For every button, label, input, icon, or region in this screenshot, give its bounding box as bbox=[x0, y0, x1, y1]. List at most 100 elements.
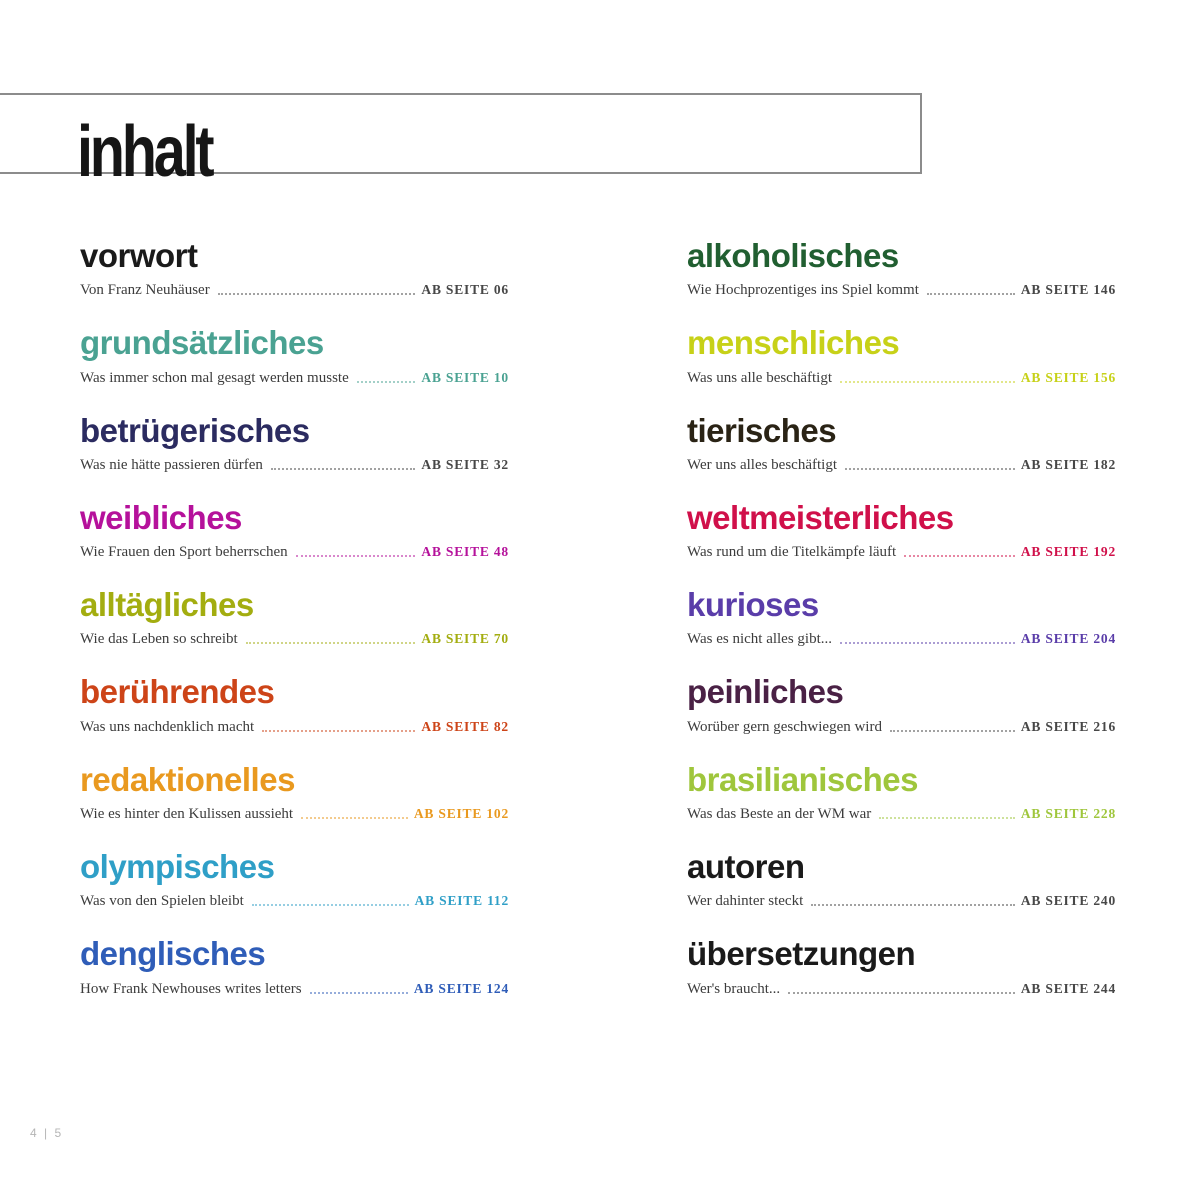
toc-entry-description: Von Franz Neuhäuser bbox=[80, 282, 210, 299]
toc-entry: alkoholisches Wie Hochprozentiges ins Sp… bbox=[687, 237, 1116, 299]
page-number-marker: 4 | 5 bbox=[30, 1126, 64, 1140]
toc-entry-page-ref: AB SEITE 240 bbox=[1020, 893, 1116, 909]
toc-entry-page-ref: AB SEITE 10 bbox=[421, 369, 509, 385]
toc-entry-page-ref: AB SEITE 06 bbox=[421, 282, 509, 298]
dotted-leader bbox=[840, 380, 1015, 383]
toc-entry-description: How Frank Newhouses writes letters bbox=[80, 980, 302, 997]
dotted-leader bbox=[904, 554, 1015, 558]
dotted-leader bbox=[926, 292, 1015, 296]
toc-entry-heading: peinliches bbox=[687, 673, 844, 711]
dotted-leader bbox=[840, 641, 1015, 645]
dotted-leader bbox=[217, 292, 416, 296]
toc-entry: brasilianisches Was das Beste an der WM … bbox=[687, 760, 1116, 823]
toc-entry-page-ref: AB SEITE 244 bbox=[1020, 980, 1116, 996]
toc-entry-page-ref: AB SEITE 156 bbox=[1020, 369, 1116, 385]
dotted-leader bbox=[245, 641, 416, 645]
toc-entry: menschliches Was uns alle beschäftigt AB… bbox=[687, 324, 1116, 386]
toc-entry: vorwort Von Franz Neuhäuser AB SEITE 06 bbox=[80, 237, 509, 299]
toc-entry-page-ref: AB SEITE 82 bbox=[421, 718, 509, 734]
toc-entry: redaktionelles Wie es hinter den Kulisse… bbox=[80, 760, 509, 823]
toc-entry-page-ref: AB SEITE 70 bbox=[421, 631, 509, 647]
toc-entry-description: Wie es hinter den Kulissen aussieht bbox=[80, 806, 294, 823]
toc-entry-row: Worüber gern geschwiegen wird AB SEITE 2… bbox=[687, 719, 1116, 736]
toc-entry-row: Wer's braucht... AB SEITE 244 bbox=[687, 981, 1116, 998]
toc-entry-heading: weibliches bbox=[80, 498, 242, 536]
toc-entry: weibliches Wie Frauen den Sport beherrsc… bbox=[80, 498, 509, 561]
toc-entry-row: Wie das Leben so schreibt AB SEITE 70 bbox=[80, 631, 509, 648]
dotted-leader bbox=[845, 467, 1015, 470]
toc-entry-heading: alkoholisches bbox=[687, 237, 899, 274]
toc-entry-description: Was von den Spielen bleibt bbox=[80, 893, 244, 910]
toc-entry: olympisches Was von den Spielen bleibt A… bbox=[80, 848, 509, 910]
toc-entry-heading: autoren bbox=[687, 848, 805, 886]
toc-entry-description: Wer dahinter steckt bbox=[687, 893, 804, 910]
toc-entry-heading: redaktionelles bbox=[80, 760, 295, 798]
toc-entry-heading: denglisches bbox=[80, 935, 266, 973]
toc-entry-heading: übersetzungen bbox=[687, 935, 916, 973]
toc-entry-heading: berührendes bbox=[80, 673, 275, 711]
toc-entry-page-ref: AB SEITE 48 bbox=[421, 544, 509, 560]
dotted-leader bbox=[788, 991, 1015, 994]
toc-entry-heading: grundsätzliches bbox=[80, 324, 324, 362]
toc-entry: berührendes Was uns nachdenklich macht A… bbox=[80, 674, 509, 735]
dotted-leader bbox=[251, 903, 409, 907]
toc-entry-description: Was uns alle beschäftigt bbox=[687, 369, 832, 386]
toc-entry-page-ref: AB SEITE 32 bbox=[421, 456, 509, 472]
toc-entry-row: Was es nicht alles gibt... AB SEITE 204 bbox=[687, 631, 1116, 648]
toc-entry-row: Wie Hochprozentiges ins Spiel kommt AB S… bbox=[687, 282, 1116, 299]
toc-entry-row: Wie Frauen den Sport beherrschen AB SEIT… bbox=[80, 544, 509, 561]
toc-entry-row: Was das Beste an der WM war AB SEITE 228 bbox=[687, 806, 1116, 823]
toc-entry-page-ref: AB SEITE 204 bbox=[1020, 631, 1116, 647]
toc-entry-heading: tierisches bbox=[687, 411, 837, 449]
dotted-leader bbox=[262, 729, 416, 732]
toc-entry-heading: alltägliches bbox=[80, 586, 254, 624]
toc-column-right: alkoholisches Wie Hochprozentiges ins Sp… bbox=[687, 237, 1116, 1024]
dotted-leader bbox=[295, 554, 416, 558]
toc-entry-description: Wer's braucht... bbox=[687, 980, 781, 997]
toc-entry-description: Was uns nachdenklich macht bbox=[80, 718, 255, 735]
toc-entry: kurioses Was es nicht alles gibt... AB S… bbox=[687, 586, 1116, 648]
page-title: inhalt bbox=[77, 112, 215, 192]
dotted-leader bbox=[270, 467, 416, 470]
toc-entry-heading: brasilianisches bbox=[687, 760, 918, 798]
toc-entry-description: Wie das Leben so schreibt bbox=[80, 631, 238, 648]
toc-entry-description: Was nie hätte passieren dürfen bbox=[80, 456, 263, 473]
toc-entry: denglisches How Frank Newhouses writes l… bbox=[80, 936, 509, 997]
toc-entry-row: Wer dahinter steckt AB SEITE 240 bbox=[687, 893, 1116, 910]
toc-entry-page-ref: AB SEITE 124 bbox=[413, 980, 509, 996]
toc-entry: übersetzungen Wer's braucht... AB SEITE … bbox=[687, 936, 1116, 997]
toc-entry-description: Wie Frauen den Sport beherrschen bbox=[80, 544, 288, 561]
toc-entry-description: Was rund um die Titelkämpfe läuft bbox=[687, 544, 897, 561]
dotted-leader bbox=[889, 729, 1015, 732]
toc-column-left: vorwort Von Franz Neuhäuser AB SEITE 06 … bbox=[80, 237, 509, 1024]
toc-entry-description: Was es nicht alles gibt... bbox=[687, 631, 833, 648]
toc-entry-page-ref: AB SEITE 112 bbox=[414, 893, 509, 909]
toc-entry-page-ref: AB SEITE 192 bbox=[1020, 544, 1116, 560]
title-box: inhalt bbox=[0, 93, 922, 188]
dotted-leader bbox=[356, 380, 416, 383]
toc-entry: betrügerisches Was nie hätte passieren d… bbox=[80, 412, 509, 474]
dotted-leader bbox=[879, 816, 1015, 820]
toc-entry: weltmeisterliches Was rund um die Titelk… bbox=[687, 498, 1116, 561]
dotted-leader bbox=[811, 903, 1015, 907]
toc-entry-row: Wer uns alles beschäftigt AB SEITE 182 bbox=[687, 457, 1116, 474]
toc-entry-heading: vorwort bbox=[80, 237, 198, 274]
dotted-leader bbox=[301, 816, 408, 820]
toc-entry-row: Was immer schon mal gesagt werden musste… bbox=[80, 370, 509, 387]
toc-entry-description: Was immer schon mal gesagt werden musste bbox=[80, 369, 349, 386]
toc-entry-page-ref: AB SEITE 102 bbox=[413, 806, 509, 822]
toc-entry-description: Wie Hochprozentiges ins Spiel kommt bbox=[687, 282, 919, 299]
toc-entry-heading: weltmeisterliches bbox=[687, 498, 954, 536]
toc-entry: grundsätzliches Was immer schon mal gesa… bbox=[80, 324, 509, 387]
toc-entry-row: Was von den Spielen bleibt AB SEITE 112 bbox=[80, 893, 509, 910]
toc-entry-description: Was das Beste an der WM war bbox=[687, 806, 872, 823]
toc-entry-description: Wer uns alles beschäftigt bbox=[687, 456, 837, 473]
toc-entry-row: How Frank Newhouses writes letters AB SE… bbox=[80, 981, 509, 998]
toc-entry-row: Von Franz Neuhäuser AB SEITE 06 bbox=[80, 282, 509, 299]
toc-entry-page-ref: AB SEITE 182 bbox=[1020, 456, 1116, 472]
toc-entry-row: Wie es hinter den Kulissen aussieht AB S… bbox=[80, 806, 509, 823]
toc-entry-heading: kurioses bbox=[687, 586, 819, 624]
toc-entry-page-ref: AB SEITE 216 bbox=[1020, 718, 1116, 734]
toc-entry-heading: olympisches bbox=[80, 848, 275, 886]
toc-entry-row: Was nie hätte passieren dürfen AB SEITE … bbox=[80, 457, 509, 474]
